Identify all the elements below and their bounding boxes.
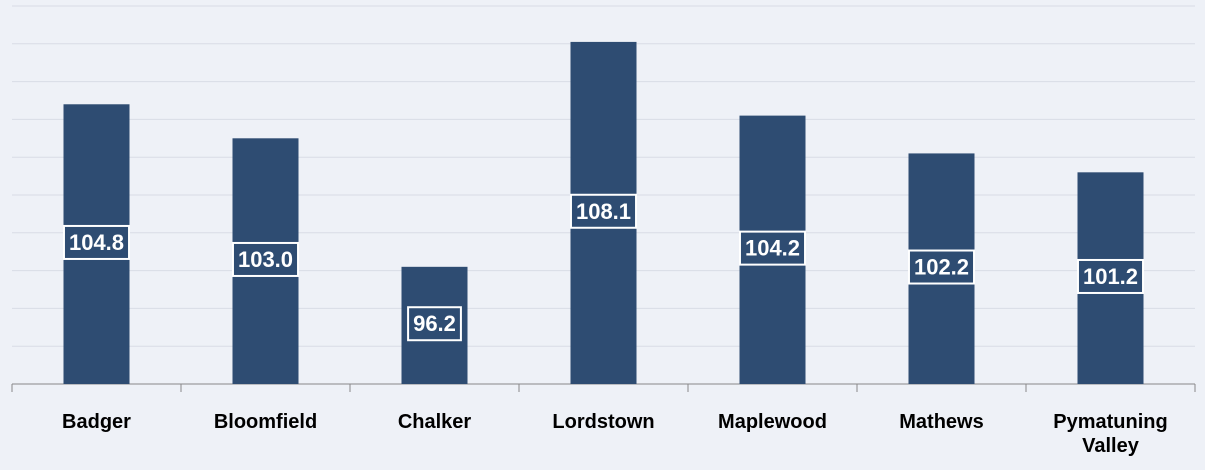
- x-tick-label: Bloomfield: [213, 411, 318, 433]
- x-tick-label: Lordstown: [552, 411, 655, 433]
- x-tick-label: Pymatuning Valley: [1053, 411, 1168, 457]
- value-label-box: [407, 306, 462, 342]
- value-label-box: [569, 193, 638, 229]
- value-label-box: [1076, 258, 1145, 294]
- value-label: 101.2: [1083, 264, 1138, 289]
- x-tick-label: Chalker: [397, 411, 472, 433]
- value-label: 104.8: [69, 230, 124, 255]
- value-label: 102.2: [914, 255, 969, 280]
- value-label-box: [738, 230, 807, 266]
- x-tick-label: Badger: [62, 411, 131, 433]
- value-label-box: [62, 224, 131, 260]
- value-label: 103.0: [238, 247, 293, 272]
- x-tick-label: Mathews: [899, 411, 984, 433]
- x-tick-label: Maplewood: [718, 411, 827, 433]
- value-label-box: [231, 241, 300, 277]
- value-label: 96.2: [413, 311, 456, 336]
- value-label: 104.2: [745, 236, 800, 261]
- value-label: 108.1: [576, 199, 631, 224]
- value-label-box: [907, 249, 976, 285]
